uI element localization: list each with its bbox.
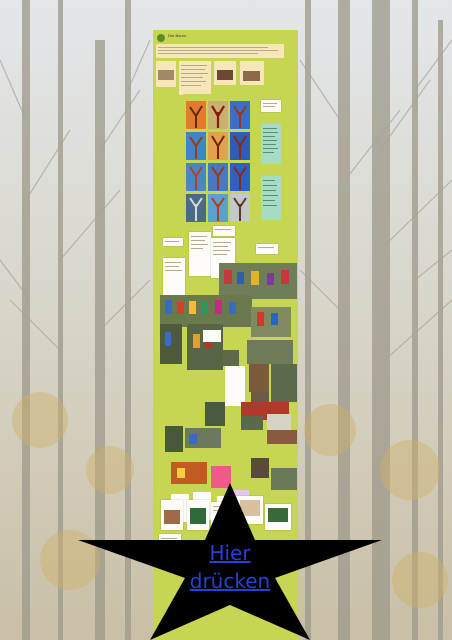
mid-card-1[interactable] [163, 238, 183, 246]
intro-note[interactable] [156, 44, 284, 58]
lower-card-5[interactable] [265, 504, 291, 530]
side-card-2[interactable] [261, 124, 281, 164]
side-card-3[interactable] [261, 176, 281, 220]
tree-paintings-card[interactable] [183, 94, 255, 224]
note-2[interactable] [179, 61, 211, 95]
padlet-board[interactable]: Der Baum [153, 30, 298, 640]
note-3[interactable] [214, 61, 236, 85]
photo-collage[interactable] [159, 262, 298, 524]
board-title: Der Baum [168, 33, 187, 38]
lower-card-2[interactable] [187, 500, 209, 530]
tree-logo-icon [157, 34, 165, 42]
tree-paintings-grid [186, 101, 250, 222]
hier-druecken-link[interactable]: Hier drücken [189, 540, 271, 593]
mid-card-6[interactable] [163, 258, 185, 298]
note-4[interactable] [240, 61, 264, 85]
lower-card-1[interactable] [161, 500, 183, 530]
mid-card-2[interactable] [189, 232, 211, 276]
side-card-1[interactable] [261, 100, 281, 112]
mid-card-5[interactable] [256, 244, 278, 254]
cta-container: Hier drücken [78, 483, 382, 640]
mid-card-3[interactable] [213, 226, 235, 236]
note-1[interactable] [156, 61, 176, 87]
star-shape [78, 483, 382, 640]
star-button[interactable]: Hier drücken [78, 483, 382, 640]
